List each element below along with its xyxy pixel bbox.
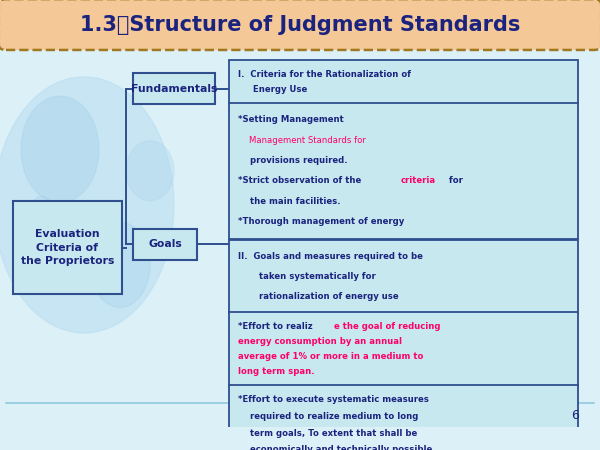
- Ellipse shape: [90, 222, 150, 307]
- Text: term goals, To extent that shall be: term goals, To extent that shall be: [238, 429, 418, 438]
- Text: *Thorough management of energy: *Thorough management of energy: [238, 217, 404, 226]
- Text: criteria: criteria: [401, 176, 436, 185]
- Text: economically and technically possible.: economically and technically possible.: [238, 446, 436, 450]
- FancyBboxPatch shape: [229, 312, 578, 386]
- Text: II.  Goals and measures required to be: II. Goals and measures required to be: [238, 252, 423, 261]
- Text: Energy Use: Energy Use: [238, 85, 307, 94]
- Text: Goals: Goals: [148, 239, 182, 249]
- Text: e the goal of reducing: e the goal of reducing: [334, 322, 441, 331]
- Text: Fundamentals: Fundamentals: [131, 84, 217, 94]
- FancyBboxPatch shape: [133, 73, 215, 104]
- Text: Evaluation
Criteria of
the Proprietors: Evaluation Criteria of the Proprietors: [21, 230, 114, 266]
- Text: energy consumption by an annual: energy consumption by an annual: [238, 337, 402, 346]
- FancyBboxPatch shape: [229, 239, 578, 313]
- Text: provisions required.: provisions required.: [238, 156, 348, 165]
- Text: Management Standards for: Management Standards for: [238, 136, 366, 145]
- Text: 6: 6: [571, 409, 579, 422]
- Text: for: for: [446, 176, 463, 185]
- Text: 1.3　Structure of Judgment Standards: 1.3 Structure of Judgment Standards: [80, 15, 520, 35]
- Text: *Effort to execute systematic measures: *Effort to execute systematic measures: [238, 396, 429, 405]
- Ellipse shape: [21, 96, 99, 203]
- Text: *Strict observation of the: *Strict observation of the: [238, 176, 364, 185]
- Text: average of 1% or more in a medium to: average of 1% or more in a medium to: [238, 352, 424, 361]
- FancyBboxPatch shape: [0, 0, 600, 50]
- Text: the main facilities.: the main facilities.: [238, 197, 341, 206]
- Text: taken systematically for: taken systematically for: [238, 272, 376, 281]
- FancyBboxPatch shape: [13, 201, 122, 294]
- FancyBboxPatch shape: [229, 60, 578, 104]
- Ellipse shape: [0, 77, 174, 333]
- FancyBboxPatch shape: [133, 229, 197, 260]
- Ellipse shape: [126, 141, 174, 201]
- Text: I.  Criteria for the Rationalization of: I. Criteria for the Rationalization of: [238, 70, 411, 79]
- Text: required to realize medium to long: required to realize medium to long: [238, 412, 419, 421]
- Text: long term span.: long term span.: [238, 367, 315, 376]
- Text: *Effort to realiz: *Effort to realiz: [238, 322, 313, 331]
- Text: rationalization of energy use: rationalization of energy use: [238, 292, 399, 301]
- FancyBboxPatch shape: [229, 385, 578, 450]
- FancyBboxPatch shape: [229, 103, 578, 238]
- Text: *Setting Management: *Setting Management: [238, 115, 344, 124]
- Ellipse shape: [21, 196, 63, 290]
